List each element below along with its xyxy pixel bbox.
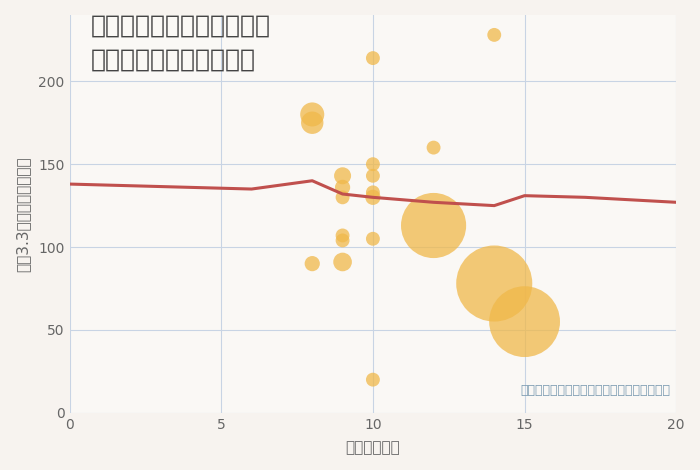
Point xyxy=(337,194,348,201)
Y-axis label: 坪（3.3㎡）単価（万円）: 坪（3.3㎡）単価（万円） xyxy=(15,156,30,272)
Point xyxy=(489,280,500,287)
Point xyxy=(368,160,379,168)
Point xyxy=(368,235,379,243)
Point xyxy=(337,172,348,180)
Point xyxy=(368,172,379,180)
Point xyxy=(368,55,379,62)
Point xyxy=(337,232,348,239)
Point xyxy=(428,222,439,229)
Point xyxy=(428,144,439,151)
Point xyxy=(337,184,348,191)
Point xyxy=(307,111,318,118)
Text: 円の大きさは、取引のあった物件面積を示す: 円の大きさは、取引のあった物件面積を示す xyxy=(520,384,670,397)
Point xyxy=(519,318,530,325)
Point xyxy=(337,237,348,244)
Point xyxy=(368,194,379,201)
Point xyxy=(307,260,318,267)
X-axis label: 駅距離（分）: 駅距離（分） xyxy=(346,440,400,455)
Point xyxy=(337,258,348,266)
Point xyxy=(368,188,379,196)
Point xyxy=(307,119,318,126)
Point xyxy=(368,376,379,384)
Point xyxy=(489,31,500,39)
Text: 大阪府高槻市登美の里町の
駅距離別中古戸建て価格: 大阪府高槻市登美の里町の 駅距離別中古戸建て価格 xyxy=(91,14,271,71)
